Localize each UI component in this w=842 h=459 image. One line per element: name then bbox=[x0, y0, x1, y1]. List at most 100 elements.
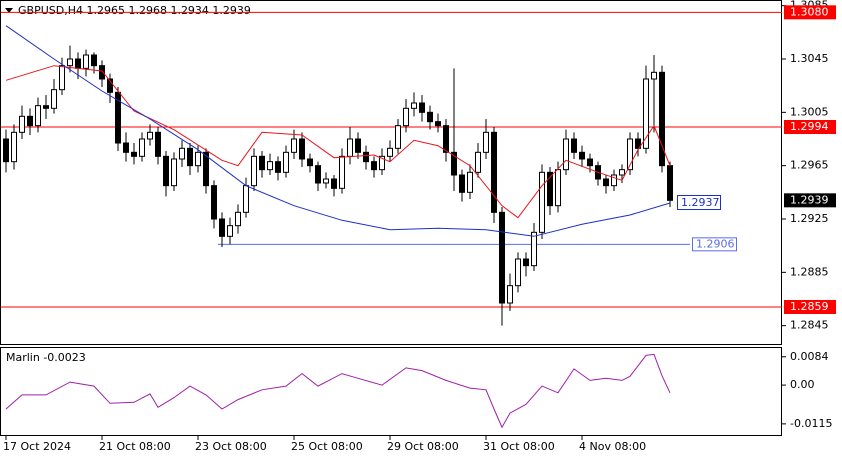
candle-body bbox=[91, 54, 97, 67]
chart-title: GBPUSD,H4 1.2965 1.2968 1.2934 1.2939 bbox=[18, 4, 251, 17]
level-label: 1.2859 bbox=[790, 300, 829, 313]
level-label-box bbox=[784, 5, 836, 20]
indicator-title: Marlin -0.0023 bbox=[6, 351, 86, 364]
candle-body bbox=[43, 105, 49, 109]
x-tick-label: 31 Oct 08:00 bbox=[483, 440, 555, 453]
candle-body bbox=[419, 102, 425, 113]
candle-body bbox=[507, 285, 513, 304]
candle-body bbox=[11, 131, 17, 163]
ma-label: 1.2937 bbox=[681, 196, 720, 209]
candle-body bbox=[59, 65, 65, 91]
moving-average bbox=[5, 25, 671, 237]
candle-body bbox=[483, 131, 489, 153]
y-tick-label: 0.00 bbox=[790, 378, 815, 391]
main-panel bbox=[0, 0, 782, 345]
level-label-box bbox=[784, 300, 836, 314]
candle-body bbox=[267, 161, 273, 171]
candle-body bbox=[75, 58, 81, 69]
candle-body bbox=[179, 147, 185, 160]
candle-body bbox=[347, 138, 353, 157]
candle-body bbox=[659, 71, 665, 167]
candle-body bbox=[291, 138, 297, 153]
x-tick-label: 17 Oct 2024 bbox=[3, 440, 71, 453]
candle-body bbox=[155, 131, 161, 157]
y-tick-label: 1.2885 bbox=[790, 265, 829, 278]
candle-body bbox=[571, 138, 577, 153]
y-tick-label: 0.0084 bbox=[790, 350, 829, 363]
candle-body bbox=[403, 107, 409, 127]
y-tick-label: 1.3005 bbox=[790, 105, 829, 118]
candle-body bbox=[307, 158, 313, 167]
y-tick-label: 1.3045 bbox=[790, 52, 829, 65]
candle-body bbox=[227, 225, 233, 237]
candle-body bbox=[51, 89, 57, 109]
candle-body bbox=[603, 178, 609, 187]
level-label-box bbox=[784, 120, 836, 134]
candle-body bbox=[523, 258, 529, 267]
candle-body bbox=[67, 58, 73, 67]
candle-body bbox=[235, 211, 241, 227]
last-price-box bbox=[784, 193, 836, 208]
candle-body bbox=[547, 171, 553, 207]
candle-body bbox=[379, 155, 385, 171]
candle-body bbox=[635, 138, 641, 149]
candle-body bbox=[131, 151, 137, 157]
candle-body bbox=[171, 158, 177, 187]
candle-body bbox=[275, 161, 281, 173]
candle-body bbox=[35, 105, 41, 127]
candle-body bbox=[643, 78, 649, 149]
candle-body bbox=[451, 151, 457, 176]
candle-body bbox=[331, 178, 337, 189]
candle-body bbox=[579, 151, 585, 160]
y-tick-label: 1.2925 bbox=[790, 212, 829, 225]
candle-body bbox=[187, 147, 193, 167]
candle-body bbox=[355, 138, 361, 153]
candle-body bbox=[195, 151, 201, 167]
y-tick-label: 1.2965 bbox=[790, 159, 829, 172]
candle-body bbox=[371, 161, 377, 171]
x-tick-label: 23 Oct 08:00 bbox=[195, 440, 267, 453]
candle-body bbox=[411, 102, 417, 109]
candle-body bbox=[651, 71, 657, 80]
x-tick-label: 29 Oct 08:00 bbox=[387, 440, 459, 453]
candle-body bbox=[283, 151, 289, 173]
candle-body bbox=[123, 142, 129, 153]
candle-body bbox=[83, 54, 89, 69]
candle-body bbox=[3, 138, 9, 163]
candle-body bbox=[531, 231, 537, 267]
candle-body bbox=[27, 115, 33, 127]
candle-body bbox=[499, 211, 505, 304]
menu-arrow[interactable] bbox=[5, 8, 13, 13]
level-label: 1.2994 bbox=[790, 120, 829, 133]
candle-body bbox=[427, 111, 433, 123]
candle-body bbox=[555, 169, 561, 207]
candle-body bbox=[139, 138, 145, 157]
y-tick-label: -0.0115 bbox=[790, 417, 832, 430]
candle-body bbox=[259, 155, 265, 171]
candle-body bbox=[299, 138, 305, 160]
candle-body bbox=[667, 165, 673, 201]
candle-body bbox=[435, 121, 441, 127]
candle-body bbox=[203, 151, 209, 187]
candle-body bbox=[443, 125, 449, 153]
candle-body bbox=[467, 171, 473, 193]
candle-body bbox=[99, 65, 105, 80]
candle-body bbox=[251, 155, 257, 187]
candle-body bbox=[107, 78, 113, 93]
candle-body bbox=[163, 155, 169, 187]
level-label: 1.3080 bbox=[790, 5, 829, 18]
candle-body bbox=[339, 155, 345, 189]
candle-body bbox=[211, 185, 217, 220]
candle-body bbox=[619, 169, 625, 176]
candle-body bbox=[147, 131, 153, 140]
candle-body bbox=[363, 151, 369, 163]
candle-body bbox=[611, 174, 617, 187]
candle-body bbox=[515, 258, 521, 287]
last-price-label: 1.2939 bbox=[790, 193, 829, 206]
candle-body bbox=[587, 158, 593, 167]
candle-body bbox=[323, 178, 329, 184]
candle-body bbox=[243, 185, 249, 213]
level-label-box bbox=[692, 237, 737, 252]
candle-body bbox=[563, 138, 569, 171]
